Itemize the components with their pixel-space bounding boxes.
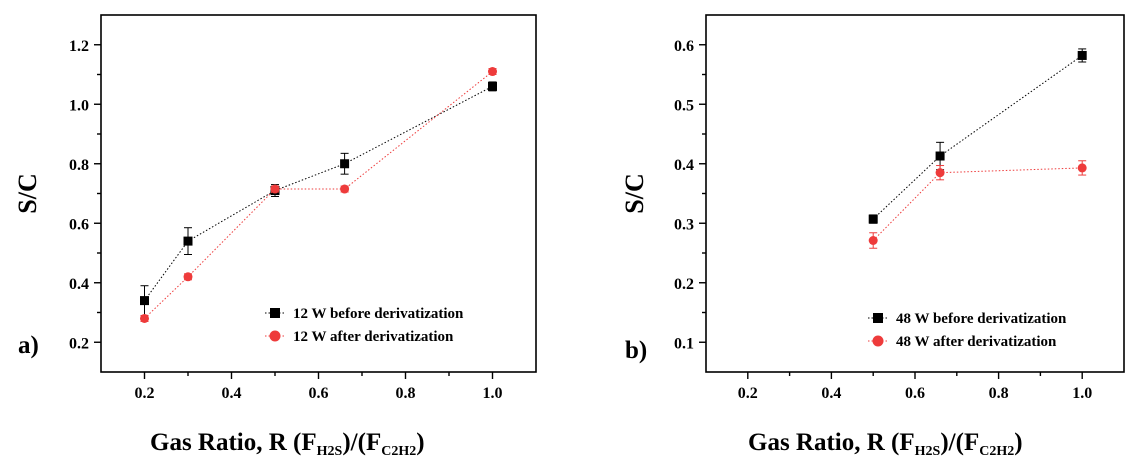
- series-line: [872, 55, 1083, 220]
- x-axis-label-part: Gas Ratio, R (F: [748, 429, 915, 456]
- x-axis-label-part: )/(F: [940, 429, 979, 456]
- data-point: [140, 296, 149, 306]
- x-axis-label-part: ): [1014, 429, 1022, 456]
- x-tick-label: 0.8: [396, 385, 416, 402]
- y-axis-label: S/C: [620, 173, 649, 213]
- y-tick-label: 0.4: [674, 157, 694, 174]
- y-tick-label: 0.3: [674, 216, 694, 233]
- x-axis-label-subscript: H2S: [317, 444, 343, 459]
- legend-marker: [270, 308, 280, 318]
- data-point: [868, 236, 878, 246]
- y-tick-label: 1.2: [69, 38, 89, 55]
- series-after: [140, 67, 497, 323]
- x-axis-label-subscript: C2H2: [381, 444, 416, 459]
- data-point: [183, 236, 193, 246]
- data-point: [270, 184, 280, 194]
- legend-label: 12 W after derivatization: [293, 329, 454, 345]
- data-point: [488, 81, 497, 91]
- data-point: [488, 67, 497, 77]
- x-tick-label: 0.4: [222, 385, 242, 402]
- y-tick-label: 0.8: [69, 157, 89, 174]
- legend-marker: [872, 335, 884, 347]
- legend-label: 12 W before derivatization: [293, 306, 464, 322]
- series-line: [144, 71, 493, 319]
- x-axis-label-subscript: H2S: [915, 444, 941, 459]
- y-tick-label: 0.2: [674, 276, 694, 293]
- chart-panel-b: 0.2 0.4 0.6 0.8 1.0 0.1 0.2 0.3 0.4 0.5 0.6 S/C Gas …: [620, 14, 1125, 459]
- x-axis-label: Gas Ratio, R (FH2S)/(FC2H2): [748, 429, 1023, 459]
- x-axis-label-subscript: C2H2: [979, 444, 1014, 459]
- y-tick-label: 0.5: [674, 97, 694, 114]
- legend: 12 W before derivatization 12 W after der…: [265, 306, 464, 345]
- y-tick-label: 1.0: [69, 97, 89, 114]
- x-axis-label-part: Gas Ratio, R (F: [150, 429, 317, 456]
- data-point: [183, 272, 193, 282]
- series-before: [868, 48, 1087, 224]
- chart-panel-a: 0.2 0.4 0.6 0.8 1.0 0.2 0.4 0.6 0.8 1.0 1.2 S/C Gas …: [13, 14, 537, 459]
- legend-marker: [269, 330, 281, 342]
- y-axis-label: S/C: [13, 173, 42, 213]
- x-tick-label: 0.4: [821, 385, 841, 402]
- legend: 48 W before derivatization 48 W after der…: [868, 311, 1067, 350]
- data-point: [935, 151, 945, 161]
- y-tick-label: 0.2: [69, 335, 89, 352]
- data-point: [868, 214, 878, 224]
- data-point: [140, 313, 149, 323]
- x-axis-label: Gas Ratio, R (FH2S)/(FC2H2): [150, 429, 425, 459]
- x-tick-label: 1.0: [1072, 385, 1092, 402]
- x-tick-label: 0.2: [135, 385, 155, 402]
- y-tick-label: 0.4: [69, 276, 89, 293]
- data-point: [1077, 50, 1087, 60]
- x-axis-label-part: ): [416, 429, 424, 456]
- series-line: [144, 85, 493, 301]
- x-tick-label: 0.2: [738, 385, 758, 402]
- data-point: [340, 159, 350, 169]
- y-tick-label: 0.1: [674, 335, 694, 352]
- x-axis-label-part: )/(F: [342, 429, 381, 456]
- legend-label: 48 W after derivatization: [896, 334, 1057, 350]
- legend-label: 48 W before derivatization: [896, 311, 1067, 327]
- y-tick-label: 0.6: [674, 38, 694, 55]
- x-tick-label: 0.6: [309, 385, 329, 402]
- x-tick-label: 0.6: [905, 385, 925, 402]
- panel-label: a): [18, 332, 39, 359]
- x-tick-label: 1.0: [483, 385, 503, 402]
- y-tick-label: 0.6: [69, 216, 89, 233]
- series-after: [868, 160, 1087, 249]
- series-line: [872, 167, 1083, 241]
- data-point: [935, 168, 945, 178]
- series-before: [140, 81, 497, 316]
- data-point: [340, 184, 350, 194]
- x-tick-label: 0.8: [989, 385, 1009, 402]
- panel-label: b): [625, 337, 647, 364]
- data-point: [1077, 163, 1087, 173]
- legend-marker: [873, 313, 883, 323]
